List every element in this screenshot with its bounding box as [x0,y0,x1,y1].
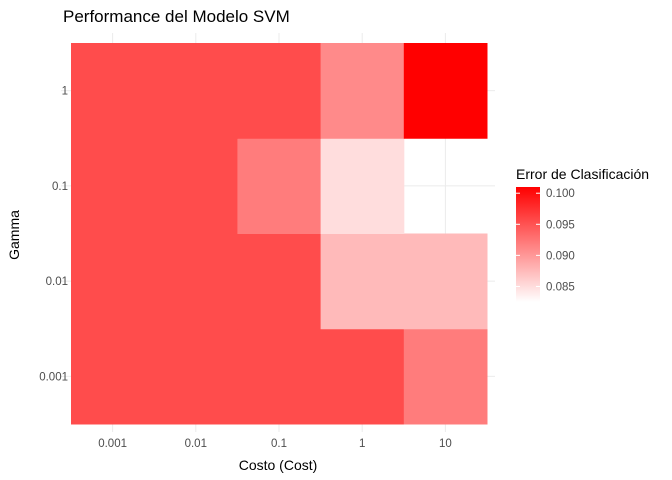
x-tick-label: 10 [439,438,452,450]
y-tick-label: 0.001 [39,371,68,383]
x-axis-ticks: 0.001 0.01 0.1 1 10 [98,438,452,450]
x-tick-label: 1 [359,438,365,450]
heatmap-cell [154,138,238,234]
legend-colorbar [516,187,540,302]
x-tick-label: 0.1 [271,438,287,450]
y-tick-label: 0.01 [46,276,68,288]
y-axis-ticks: 0.001 0.01 0.1 1 [39,86,68,384]
legend-tick-label: 0.095 [546,219,575,231]
legend-tick-label: 0.100 [546,188,575,200]
heatmap-cell [320,328,405,425]
y-tick-label: 0.1 [52,181,68,193]
legend-tick-label: 0.085 [546,281,575,293]
legend-title: Error de Clasificación [516,166,649,182]
heatmap-cells [71,43,488,425]
heatmap-cell [237,43,322,139]
heatmap-cell [237,138,322,234]
heatmap-cell [154,233,238,330]
chart-title: Performance del Modelo SVM [63,7,290,26]
y-axis-title: Gamma [6,210,22,260]
x-axis-title: Costo (Cost) [239,457,318,473]
color-legend: Error de Clasificación 0.0850.0900.0950.… [516,166,649,302]
heatmap-cell [320,43,405,139]
x-tick-label: 0.001 [98,438,127,450]
heatmap-cell [71,43,155,139]
heatmap-cell [320,138,405,234]
legend-ticks: 0.085 0.090 0.095 0.100 [516,188,575,293]
heatmap-cell [403,233,488,330]
x-tick-label: 0.01 [185,438,207,450]
heatmap-cell [71,138,155,234]
y-tick-label: 1 [62,86,68,98]
legend-tick-label: 0.090 [546,250,575,262]
heatmap-cell [320,233,405,330]
heatmap-cell [154,328,238,425]
heatmap-cell [237,233,322,330]
heatmap-cell [154,43,238,139]
heatmap-cell [403,328,488,425]
heatmap-cell [403,43,488,139]
heatmap-cell [237,328,322,425]
heatmap-cell [71,233,155,330]
heatmap-cell [71,328,155,425]
